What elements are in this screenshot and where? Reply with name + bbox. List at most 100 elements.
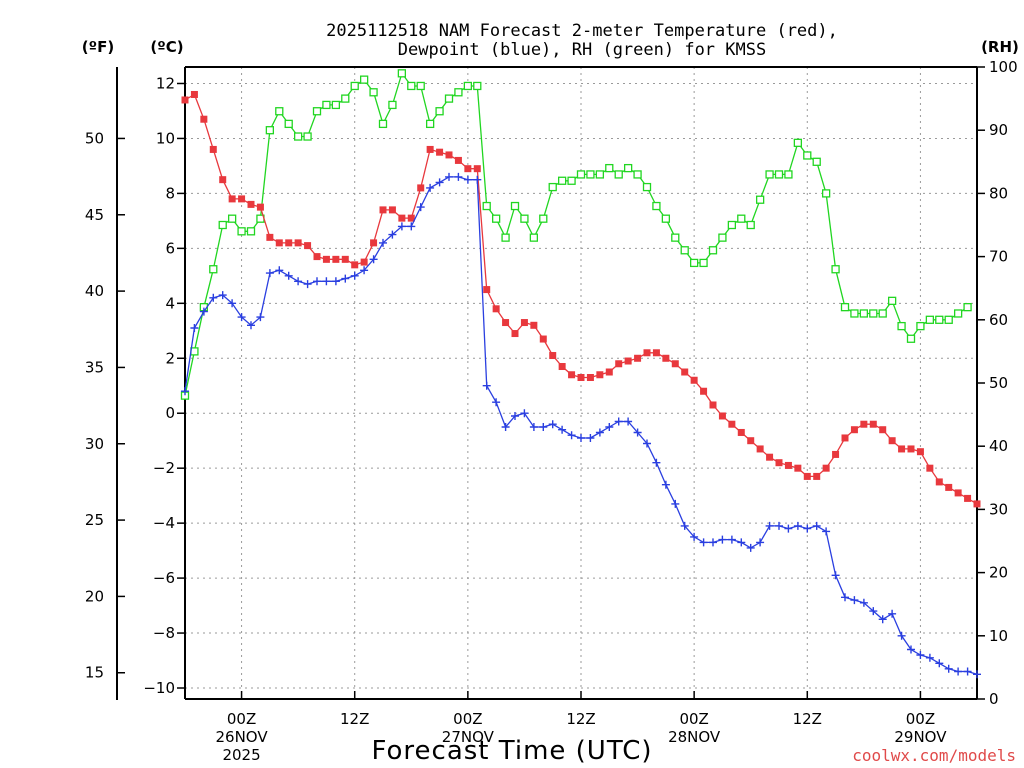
temperature-point: [870, 421, 877, 428]
dewpoint-point: [775, 522, 783, 530]
rh-tick-label: 100: [989, 58, 1018, 76]
temperature-point: [257, 204, 264, 211]
data-series: [181, 70, 981, 678]
rh-tick-label: 60: [989, 311, 1008, 329]
rh-point: [945, 316, 952, 323]
temperature-point: [766, 454, 773, 461]
celsius-tick-label: −6: [153, 569, 175, 587]
temperature-point: [578, 374, 585, 381]
temperature-point: [691, 377, 698, 384]
rh-point: [615, 171, 622, 178]
celsius-tick-label: 10: [156, 129, 175, 147]
dewpoint-point: [605, 423, 613, 431]
rh-point: [955, 310, 962, 317]
series-rh: [182, 70, 972, 399]
temperature-point: [615, 360, 622, 367]
temperature-point: [898, 445, 905, 452]
rh-unit-label: (RH): [981, 38, 1019, 56]
temperature-point: [625, 358, 632, 365]
rh-point: [587, 171, 594, 178]
temperature-point: [813, 473, 820, 480]
celsius-tick-label: 2: [165, 349, 175, 367]
rh-point: [342, 95, 349, 102]
rh-point: [285, 120, 292, 127]
temperature-point: [200, 116, 207, 123]
temperature-point: [662, 355, 669, 362]
temperature-point: [945, 484, 952, 491]
dewpoint-point: [916, 651, 924, 659]
temperature-point: [672, 360, 679, 367]
x-tick-label: 00Z: [227, 710, 256, 728]
temperature-point: [314, 253, 321, 260]
rh-point: [417, 82, 424, 89]
temperature-point: [974, 500, 981, 507]
rh-point: [446, 95, 453, 102]
dewpoint-point: [926, 654, 934, 662]
x-tick-label: 00Z: [453, 710, 482, 728]
rh-point: [521, 215, 528, 222]
temperature-point: [285, 239, 292, 246]
fahrenheit-tick-label: 50: [85, 129, 104, 147]
dewpoint-point: [285, 272, 293, 280]
dewpoint-point: [615, 418, 623, 426]
temperature-point: [398, 215, 405, 222]
rh-tick-label: 0: [989, 690, 999, 708]
rh-point: [493, 215, 500, 222]
celsius-tick-label: −2: [153, 459, 175, 477]
dewpoint-point: [756, 538, 764, 546]
rh-tick-label: 80: [989, 184, 1008, 202]
rh-point: [926, 316, 933, 323]
rh-point: [681, 247, 688, 254]
dewpoint-point: [652, 459, 660, 467]
temperature-point: [540, 336, 547, 343]
rh-point: [530, 234, 537, 241]
rh-point: [502, 234, 509, 241]
x-tick-label: 00Z: [679, 710, 708, 728]
dewpoint-point: [492, 398, 500, 406]
rh-point: [455, 89, 462, 96]
temperature-point: [370, 239, 377, 246]
temperature-point: [276, 239, 283, 246]
temperature-point: [889, 437, 896, 444]
dewpoint-point: [313, 277, 321, 285]
rh-point: [314, 108, 321, 115]
temperature-point: [832, 451, 839, 458]
temperature-point: [502, 319, 509, 326]
rh-point: [408, 82, 415, 89]
dewpoint-point: [190, 324, 198, 332]
fahrenheit-tick-label: 15: [85, 664, 104, 682]
rh-point: [427, 120, 434, 127]
dewpoint-point: [813, 522, 821, 530]
temperature-point: [446, 151, 453, 158]
x-tick-label: 29NOV: [894, 728, 947, 746]
dewpoint-point: [850, 596, 858, 604]
fahrenheit-tick-label: 30: [85, 435, 104, 453]
rh-point: [238, 228, 245, 235]
dewpoint-point: [568, 431, 576, 439]
x-axis-label: Forecast Time (UTC): [371, 736, 652, 766]
rh-point: [728, 222, 735, 229]
fahrenheit-tick-label: 40: [85, 282, 104, 300]
dewpoint-point: [728, 536, 736, 544]
rh-point: [606, 165, 613, 172]
dewpoint-point: [473, 176, 481, 184]
temperature-point: [219, 176, 226, 183]
celsius-tick-label: 4: [165, 294, 175, 312]
gridlines: [185, 67, 977, 699]
temperature-point: [427, 146, 434, 153]
dewpoint-point: [304, 280, 312, 288]
rh-tick-label: 30: [989, 500, 1008, 518]
temperature-point: [342, 256, 349, 263]
temperature-point: [955, 489, 962, 496]
rh-point: [229, 215, 236, 222]
rh-point: [794, 139, 801, 146]
dewpoint-point: [294, 277, 302, 285]
temperature-point: [389, 206, 396, 213]
temperature-point: [587, 374, 594, 381]
x-tick-label: 12Z: [793, 710, 822, 728]
axes: [117, 67, 985, 700]
rh-point: [380, 120, 387, 127]
temperature-point: [229, 195, 236, 202]
temperature-point: [248, 201, 255, 208]
rh-point: [436, 108, 443, 115]
